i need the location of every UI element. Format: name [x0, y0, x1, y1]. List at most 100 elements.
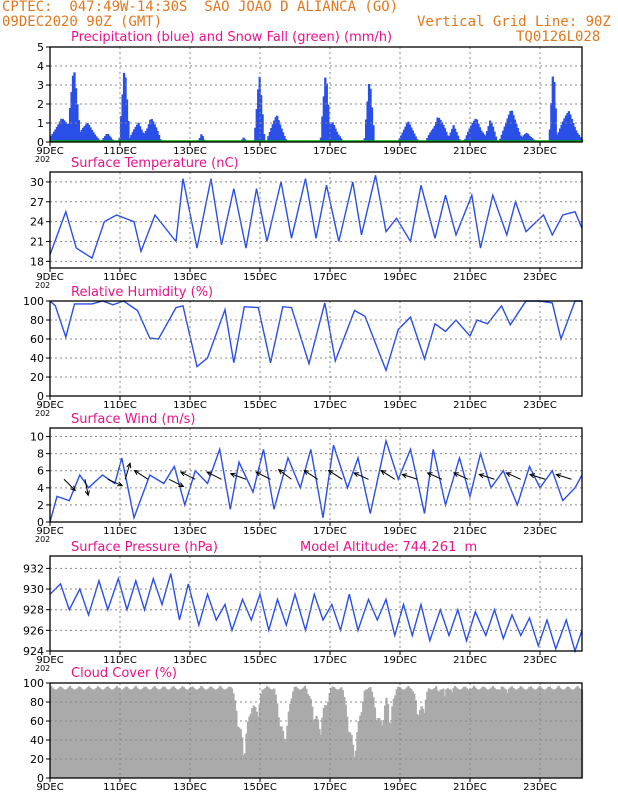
- precip-xtick-label: 9DEC: [36, 146, 63, 157]
- temp-year-label: 202: [35, 281, 50, 290]
- cloud-bar: [114, 687, 117, 778]
- cloud-bar: [407, 686, 410, 778]
- precip-bar: [157, 134, 161, 142]
- cloud-bar: [163, 687, 167, 778]
- cloud-bar: [575, 687, 578, 778]
- cloud-bar: [260, 694, 263, 778]
- cloud-bar: [381, 725, 384, 778]
- temp-xtick-label: 13DEC: [173, 272, 207, 283]
- cloud-bar: [252, 705, 256, 778]
- cloud-bar: [55, 689, 59, 778]
- wind-arrow-head: [426, 472, 433, 478]
- cloud-bar: [491, 686, 495, 778]
- wind-frame: [49, 427, 583, 523]
- cloud-bar: [290, 698, 293, 778]
- precip-xtick-label: 17DEC: [313, 146, 347, 157]
- cloud-bar: [410, 689, 413, 778]
- precip-bar: [443, 128, 447, 142]
- wind-arrow: [206, 471, 222, 480]
- cloud-bar: [436, 690, 439, 778]
- wind-arrow-head: [505, 472, 512, 478]
- temp-xtick-label: 19DEC: [383, 272, 417, 283]
- cloud-bar: [564, 688, 568, 778]
- rh-xtick-label: 9DEC: [36, 400, 63, 411]
- pres-xtick-label: 9DEC: [36, 655, 63, 666]
- temp-series-line: [49, 175, 583, 260]
- wind-arrow-shaft: [303, 470, 319, 480]
- cloud-bar: [570, 689, 573, 778]
- cloud-bar: [179, 687, 183, 778]
- cloud-bar: [341, 690, 344, 778]
- cloud-bar: [51, 687, 54, 778]
- cloud-bar: [61, 688, 64, 778]
- cloud-bar: [402, 689, 406, 778]
- pres-xtick-label: 15DEC: [243, 655, 277, 666]
- cloud-bar: [510, 686, 514, 778]
- cloud-bar: [569, 688, 572, 778]
- precip-bar: [452, 125, 455, 142]
- cloud-bar: [423, 712, 426, 778]
- cloud-bar: [548, 686, 552, 778]
- pres-title: Surface Pressure (hPa): [71, 540, 218, 555]
- precip-bar: [121, 94, 124, 142]
- precip-bar: [125, 99, 129, 142]
- cloud-bar: [171, 687, 174, 778]
- cloud-bar: [99, 688, 102, 778]
- precip-bar: [278, 124, 282, 142]
- cloud-bar: [121, 689, 124, 778]
- cloud-bar: [354, 750, 358, 778]
- precip-bar: [407, 121, 410, 142]
- rh-series-line: [49, 300, 582, 373]
- precip-xtick-label: 11DEC: [103, 146, 137, 157]
- wind-arrow-head: [84, 490, 90, 497]
- cloud-bar: [207, 688, 210, 778]
- precip-bar: [437, 117, 441, 142]
- wind-xtick-label: 15DEC: [243, 526, 277, 537]
- precip-bar: [324, 77, 327, 142]
- cloud-bar: [80, 688, 83, 778]
- pres-ytick-label: 930: [23, 583, 44, 596]
- temp-ytick-label: 30: [30, 176, 44, 189]
- cloud-bar: [456, 688, 460, 778]
- precip-bar: [513, 119, 517, 142]
- cloud-bar: [451, 692, 454, 778]
- cloud-bar: [506, 692, 509, 778]
- precip-bar: [575, 130, 578, 142]
- precip-bar: [319, 137, 323, 142]
- precip-bar: [427, 135, 431, 142]
- pres-xtick-label: 23DEC: [523, 655, 557, 666]
- precip-bar: [398, 138, 401, 142]
- precip-bar: [70, 91, 73, 142]
- precip-bar: [488, 120, 492, 142]
- precip-bar: [120, 116, 123, 142]
- precip-bar: [201, 136, 204, 142]
- precip-bar: [516, 127, 519, 142]
- precip-ytick-label: 0: [37, 136, 44, 149]
- precip-bar: [426, 138, 429, 142]
- cloud-bar: [105, 687, 108, 778]
- cloud-bar: [165, 688, 168, 778]
- cloud-bar: [453, 686, 457, 778]
- cloud-bar: [216, 688, 219, 778]
- cloud-bar: [187, 689, 190, 778]
- precip-bar: [491, 126, 495, 142]
- cloud-bar: [292, 691, 295, 778]
- precip-bar: [451, 128, 454, 142]
- cloud-bar: [369, 687, 372, 778]
- cloud-bar: [168, 689, 171, 778]
- precip-bar: [73, 72, 76, 142]
- precip-bar: [446, 135, 449, 142]
- cloud-bar: [82, 689, 85, 778]
- wind-arrow-shaft: [255, 471, 271, 480]
- wind-xtick-label: 13DEC: [173, 526, 207, 537]
- cloud-bar: [560, 689, 563, 778]
- cloud-bar: [175, 689, 178, 778]
- cloud-bar: [220, 687, 223, 778]
- cloud-bar: [63, 689, 66, 778]
- cloud-bar: [137, 688, 140, 778]
- precip-bar: [563, 118, 566, 142]
- precip-bar: [89, 127, 92, 142]
- wind-arrow-head: [380, 469, 387, 475]
- precip-bar: [141, 132, 145, 142]
- cloud-bar: [149, 689, 152, 778]
